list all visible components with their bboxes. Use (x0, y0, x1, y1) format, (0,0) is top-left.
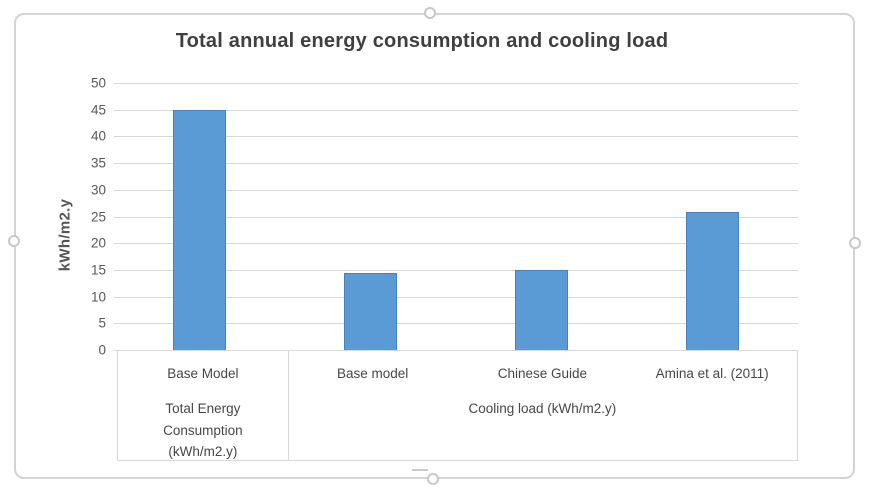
gridline-40 (114, 136, 798, 138)
gridline-5 (114, 323, 798, 325)
gridline-25 (114, 216, 798, 218)
gridline-15 (114, 269, 798, 271)
group-label-total-energy-consumption-kwh-m2-y: Total Energy Consumption (kWh/m2.y) (163, 401, 243, 459)
y-tick-label-10: 10 (90, 289, 106, 305)
group-divider (287, 351, 289, 460)
category-axis-box: Base Model Total Energy Consumption (kWh/… (117, 350, 798, 461)
y-tick-label-20: 20 (90, 235, 106, 251)
category-label-amina-et-al-2011: Amina et al. (2011) (655, 365, 769, 381)
group-label-cooling-load-kwh-m2-y: Cooling load (kWh/m2.y) (468, 401, 617, 416)
group-cell-total-energy-consumption-kwh-m2-y: Base Model Total Energy Consumption (kWh/… (118, 351, 288, 460)
category-label-base-model: Base model (336, 365, 409, 381)
resize-handle-top[interactable] (424, 7, 436, 19)
y-tick-label-15: 15 (90, 262, 106, 278)
gridline-30 (114, 189, 798, 191)
bar-base-model[interactable] (344, 272, 397, 350)
bar-chinese-guide[interactable] (515, 269, 568, 350)
category-label-chinese-guide: Chinese Guide (497, 365, 588, 381)
resize-handle-right[interactable] (849, 237, 861, 249)
category-label-base-model: Base Model (167, 365, 239, 381)
chart-title: Total annual energy consumption and cool… (175, 30, 669, 52)
gridline-35 (114, 163, 798, 165)
y-tick-label-40: 40 (90, 128, 106, 144)
y-tick-label-35: 35 (90, 155, 106, 171)
bar-base-model[interactable] (173, 109, 226, 350)
resize-handle-bottom[interactable] (427, 473, 439, 485)
y-tick-label-25: 25 (90, 209, 106, 224)
resize-handle-left[interactable] (8, 235, 20, 247)
gridline-10 (114, 296, 798, 298)
y-tick-label-50: 50 (90, 75, 106, 91)
y-tick-label-30: 30 (90, 182, 106, 198)
gridline-50 (114, 83, 798, 84)
y-tick-label-45: 45 (90, 102, 106, 118)
chart-frame[interactable]: Total annual energy consumption and cool… (14, 13, 855, 479)
bar-amina-et-al-2011[interactable] (686, 212, 739, 350)
gridline-45 (114, 109, 798, 111)
stray-mark (412, 469, 428, 471)
y-tick-label-0: 0 (98, 342, 106, 358)
group-cell-cooling-load-kwh-m2-y: Base model Chinese Guide Amina et al. (201… (288, 351, 797, 460)
plot-area (114, 83, 798, 351)
gridline-20 (114, 243, 798, 245)
y-tick-label-5: 5 (98, 315, 106, 331)
